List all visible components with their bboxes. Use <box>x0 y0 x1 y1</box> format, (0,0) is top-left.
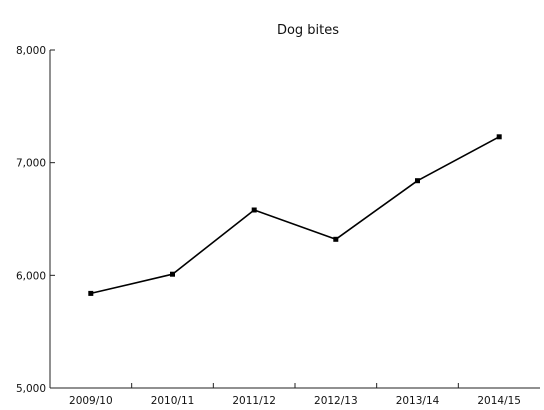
data-point <box>251 207 257 213</box>
data-point <box>496 134 502 140</box>
data-point <box>88 290 94 296</box>
chart-title: Dog bites <box>277 23 339 38</box>
x-tick-label: 2014/15 <box>477 395 521 407</box>
x-tick-label: 2009/10 <box>69 395 113 407</box>
x-tick-label: 2012/13 <box>314 395 358 407</box>
x-tick-label: 2013/14 <box>396 395 440 407</box>
y-tick-label: 7,000 <box>16 158 46 170</box>
data-point <box>415 178 420 184</box>
series-line <box>90 136 500 295</box>
plot-series <box>88 134 502 296</box>
y-tick-label: 8,000 <box>16 45 46 57</box>
data-point <box>170 271 175 277</box>
x-tick-label: 2011/12 <box>232 395 276 407</box>
y-tick-label: 6,000 <box>16 270 46 282</box>
x-axis: 2009/10 2010/11 2011/12 2012/13 2013/14 2014/… <box>50 383 540 407</box>
y-tick-label: 5,000 <box>16 383 46 395</box>
y-axis: 5,000 6,000 7,000 8,000 <box>16 45 55 395</box>
x-tick-label: 2010/11 <box>151 395 195 407</box>
data-point <box>333 236 339 242</box>
